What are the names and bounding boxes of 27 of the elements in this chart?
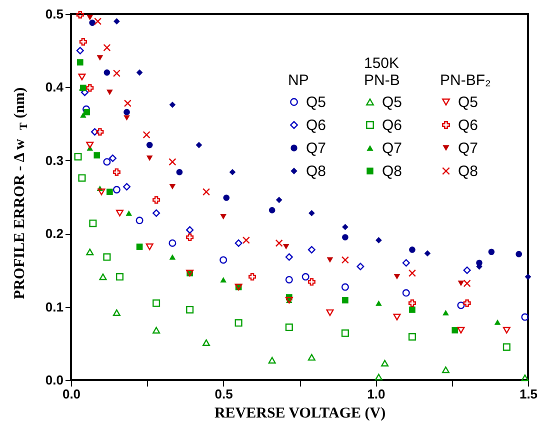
y-tick-label: 0.1: [45, 299, 64, 314]
legend-label: Q6: [458, 117, 478, 134]
x-tick-label: 0.0: [62, 386, 81, 402]
annotation: NP: [288, 72, 309, 89]
legend-label: Q5: [306, 94, 326, 111]
annotation: PN-BF₂: [440, 72, 491, 89]
y-tick-label: 0.3: [45, 152, 64, 168]
legend-label: Q6: [306, 117, 326, 134]
legend-label: Q8: [306, 163, 326, 180]
x-tick-label: 0.5: [214, 386, 233, 402]
x-axis-title: REVERSE VOLTAGE (V): [214, 406, 386, 422]
y-tick-label: 0.0: [45, 372, 64, 388]
legend-label: Q8: [458, 163, 478, 180]
y-tick-label: 0.4: [45, 80, 64, 95]
legend-label: Q7: [382, 140, 402, 157]
legend-label: Q7: [306, 140, 326, 157]
x-tick-label: 1.5: [519, 386, 538, 402]
annotation: 150K PN-B: [364, 55, 400, 89]
x-tick-label: 1.0: [367, 386, 386, 402]
y-tick-label: 0.2: [45, 226, 64, 242]
legend-label: Q6: [382, 117, 402, 134]
legend-label: Q8: [382, 163, 402, 180]
y-tick-label: 0.5: [45, 6, 64, 22]
legend-label: Q5: [458, 94, 478, 111]
legend-label: Q5: [382, 94, 402, 111]
legend-label: Q7: [458, 140, 478, 157]
y-axis-title: PROFILE ERROR - Δ wT (nm): [12, 87, 30, 300]
